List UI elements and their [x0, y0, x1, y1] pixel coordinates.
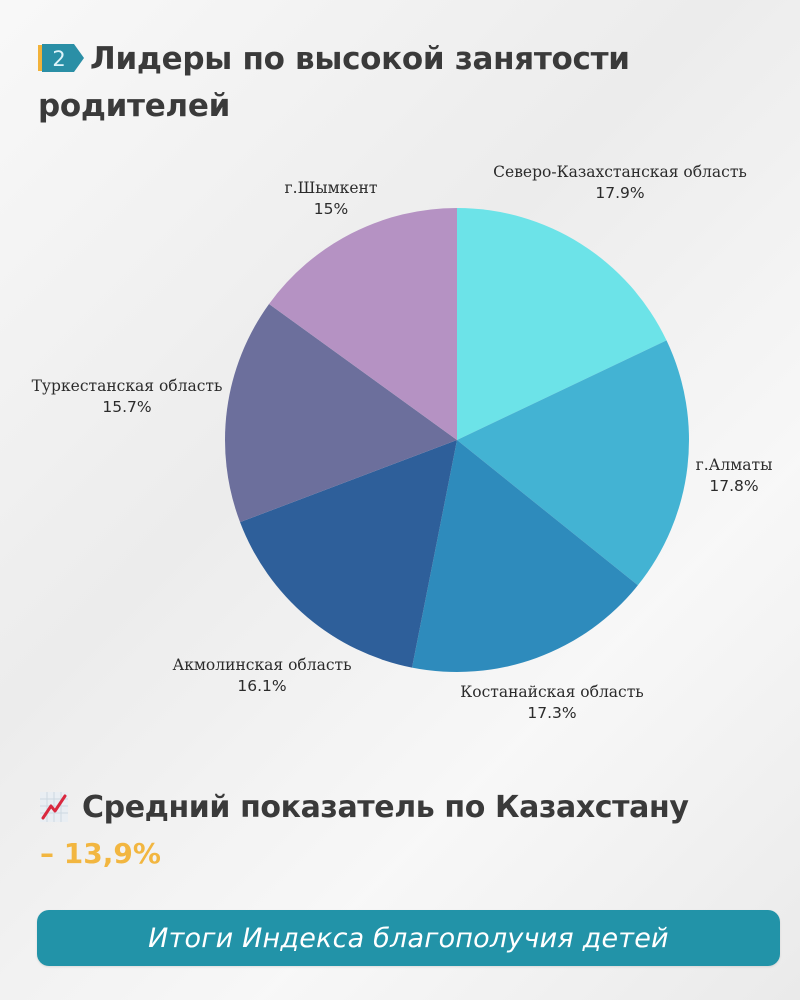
slice-label-value: 17.8% [709, 477, 759, 495]
pie-slice[interactable] [225, 303, 457, 523]
chart-increasing-icon [40, 792, 68, 822]
slice-label-value: 17.3% [527, 704, 577, 722]
pie-slice[interactable] [457, 208, 667, 440]
badge-number: 2 [52, 47, 65, 71]
slice-label-name: г.Шымкент [284, 179, 378, 197]
slice-label: Северо-Казахстанская область 17.9% [493, 162, 747, 204]
slice-label-name: Туркестанская область [31, 377, 223, 395]
header: 2 Лидеры по высокой занятости родителей [38, 36, 758, 130]
slice-label-name: Костанайская область [460, 683, 644, 701]
footer-banner: Итоги Индекса благополучия детей [37, 910, 780, 966]
pie-slice[interactable] [240, 440, 457, 668]
slice-label: Костанайская область 17.3% [460, 682, 644, 724]
slice-label-name: Северо-Казахстанская область [493, 163, 747, 181]
slice-label-name: Акмолинская область [172, 656, 352, 674]
pie-slice[interactable] [269, 208, 457, 440]
footer-label: Итоги Индекса благополучия детей [148, 922, 669, 954]
number-badge-icon: 2 [38, 44, 84, 72]
slice-label: Акмолинская область 16.1% [172, 655, 351, 697]
slice-label: г.Шымкент 15% [285, 178, 378, 220]
pie-slice[interactable] [457, 340, 689, 586]
page-title: Лидеры по высокой занятости родителей [38, 41, 630, 124]
average-value: – 13,9% [40, 837, 161, 870]
slice-label-value: 17.9% [595, 184, 645, 202]
average-title: Средний показатель по Казахстану [82, 790, 689, 825]
slice-label-value: 16.1% [237, 677, 287, 695]
slice-label-value: 15% [313, 200, 349, 218]
slice-label-value: 15.7% [102, 398, 152, 416]
slice-label-name: г.Алматы [695, 456, 773, 474]
pie-slice[interactable] [412, 440, 638, 673]
pie-slices [225, 208, 689, 673]
slice-label: г.Алматы 17.8% [696, 455, 773, 497]
slice-label: Туркестанская область 15.7% [32, 376, 223, 418]
